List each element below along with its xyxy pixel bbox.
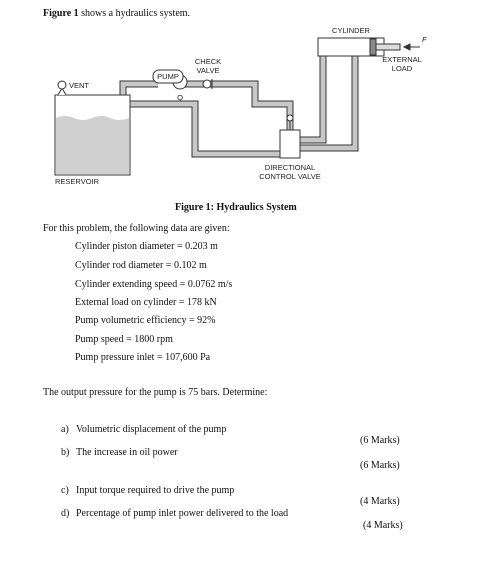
given-item: Cylinder rod diameter = 0.102 m [75,260,207,271]
return-pipe [130,100,280,158]
given-intro: For this problem, the following data are… [43,223,230,234]
question-text: Percentage of pump inlet power delivered… [76,508,289,519]
intro-bold: Figure 1 [43,8,79,19]
force-label: F [422,35,427,44]
question-label: a) [61,424,69,435]
given-item: Pump volumetric efficiency = 92% [75,315,216,326]
load-label: LOAD [392,64,413,73]
question-text: Volumetric displacement of the pump [76,424,227,435]
cylinder-label: CYLINDER [332,26,371,35]
given-item: External load on cylinder = 178 kN [75,297,217,308]
intro-text: shows a hydraulics system. [78,8,191,19]
question-marks: (6 Marks) [360,460,400,471]
pump-box [152,69,184,84]
given-item: Cylinder piston diameter = 0.203 m [75,241,218,252]
cylinder-pipe [300,56,327,144]
flow-label: Q [177,93,183,102]
check-valve-label: CHECK [195,57,221,66]
diagram: VENT RESERVOIR PUMP Q CHECK VALVE DIRECT… [54,26,427,186]
question-marks: (6 Marks) [360,435,400,446]
question-label: b) [61,447,70,458]
given-item: Pump speed = 1800 rpm [75,334,173,345]
dcv-label: DIRECTIONAL [265,163,315,172]
dcv-body [279,129,301,159]
question-marks: (4 Marks) [363,520,403,531]
cylinder-pipe [300,56,359,152]
question-label: c) [61,485,69,496]
check-valve-label: VALVE [196,66,219,75]
pressure-pipe [180,81,293,132]
reservoir-label: RESERVOIR [55,177,100,186]
cylinder-piston [369,38,377,56]
question-text: The increase in oil power [76,447,178,458]
given-item: Pump pressure inlet = 107,600 Pa [75,352,211,363]
check-valve [202,79,212,89]
question-marks: (4 Marks) [360,496,400,507]
dcv-label: CONTROL VALVE [259,172,321,181]
caption: Figure 1: Hydraulics System [175,202,297,213]
dcv-handle [286,114,294,122]
cylinder-rod [375,43,401,51]
given-item: Cylinder extending speed = 0.0762 m/s [75,279,233,290]
pump-label: PUMP [157,72,179,81]
vent-icon [57,80,67,90]
question-text: Input torque required to drive the pump [76,485,235,496]
cylinder-pipe [300,56,326,143]
intro: Figure 1 shows a hydraulics system. [43,8,190,19]
return-pipe [130,101,280,157]
cylinder-pipe [300,56,358,151]
question-label: d) [61,508,70,519]
force-arrow [402,43,420,51]
vent-label: VENT [69,81,89,90]
determine: The output pressure for the pump is 75 b… [43,387,268,398]
reservoir-oil [56,116,129,174]
load-label: EXTERNAL [382,55,422,64]
